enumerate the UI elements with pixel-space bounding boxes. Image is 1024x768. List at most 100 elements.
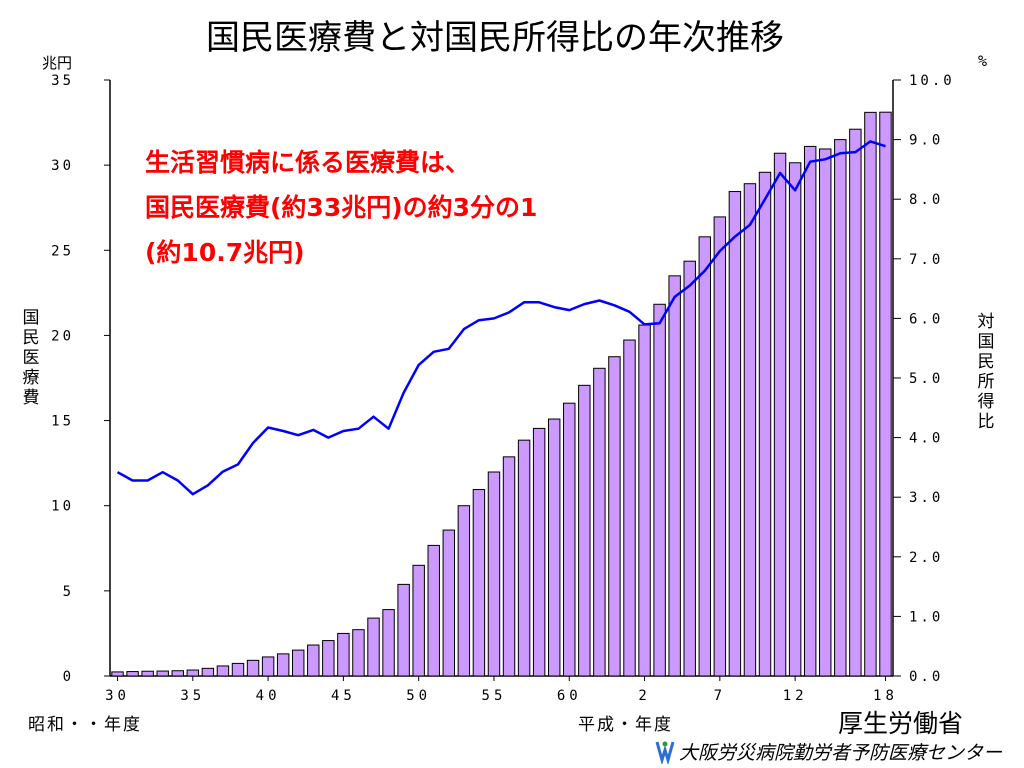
left-axis-label-char: 民 xyxy=(22,328,40,348)
bar xyxy=(879,111,892,677)
bar xyxy=(638,324,651,677)
ministry-label: 厚生労働省 xyxy=(838,709,964,738)
bar xyxy=(758,171,772,677)
bar xyxy=(322,640,335,677)
bar xyxy=(261,656,275,677)
right-axis-tick-label: 0.0 xyxy=(909,669,943,685)
x-axis-tick-label: 40 xyxy=(256,688,281,704)
x-axis-tick-label: 2 xyxy=(638,688,650,704)
bar xyxy=(532,427,546,677)
annotation: 生活習慣病に係る医療費は、 国民医療費(約33兆円)の約3分の1 (約10.7兆… xyxy=(145,140,537,275)
x-axis-tick-label: 55 xyxy=(482,688,507,704)
bar xyxy=(352,629,365,677)
left-axis-unit: 兆円 xyxy=(42,54,73,72)
bar xyxy=(412,564,425,677)
bar xyxy=(246,659,260,677)
bar xyxy=(427,544,440,677)
bar xyxy=(653,303,666,677)
right-axis-tick-label: 10.0 xyxy=(909,73,955,89)
right-axis-tick-label: 6.0 xyxy=(909,311,943,327)
bar xyxy=(834,139,847,677)
x-axis-tick-label: 50 xyxy=(406,688,431,704)
footer: 大阪労災病院勤労者予防医療センター xyxy=(655,738,1002,765)
heisei-era-label: 平成・年度 xyxy=(578,715,673,735)
bar xyxy=(547,418,561,677)
x-axis-tick-label: 7 xyxy=(714,688,726,704)
bar xyxy=(728,191,742,677)
bar xyxy=(683,260,696,677)
x-axis-tick-label: 12 xyxy=(783,688,808,704)
left-axis-label-char: 国 xyxy=(22,308,40,328)
annotation-line: 生活習慣病に係る医療費は、 xyxy=(145,148,471,177)
left-axis-tick-label: 25 xyxy=(51,243,74,259)
annotation-line: (約10.7兆円) xyxy=(145,238,305,267)
right-axis-label-char: 比 xyxy=(977,412,995,432)
bar xyxy=(487,471,501,677)
x-axis-tick-label: 35 xyxy=(180,688,205,704)
left-axis-tick-label: 5 xyxy=(63,584,74,600)
chart-title: 国民医療費と対国民所得比の年次推移 xyxy=(206,18,784,58)
bar xyxy=(186,669,200,677)
bar xyxy=(563,402,576,677)
left-axis-label: 国 民 医 療 費 xyxy=(20,308,42,408)
x-axis-tick-label: 60 xyxy=(557,688,582,704)
bar xyxy=(382,609,395,677)
right-axis-label: 対 国 民 所 得 比 xyxy=(975,312,997,432)
bar xyxy=(111,671,124,677)
x-axis-tick-label: 45 xyxy=(331,688,356,704)
left-axis-label-char: 療 xyxy=(22,368,40,388)
bar xyxy=(623,339,636,677)
left-axis-label-char: 医 xyxy=(22,348,40,368)
right-axis-tick-label: 3.0 xyxy=(909,490,943,506)
bar xyxy=(291,649,305,677)
left-axis-tick-label: 10 xyxy=(51,499,74,515)
bar xyxy=(698,236,712,677)
right-axis-unit: % xyxy=(978,52,988,70)
bar xyxy=(337,632,350,677)
right-axis-tick-label: 4.0 xyxy=(909,431,943,447)
bar xyxy=(307,644,320,677)
showa-era-label: 昭和・・年度 xyxy=(28,715,142,735)
right-axis-tick-label: 7.0 xyxy=(909,252,943,268)
left-axis-tick-label: 15 xyxy=(51,414,74,430)
bar xyxy=(367,617,380,677)
bar xyxy=(216,665,230,677)
bar xyxy=(201,667,215,677)
ratio-line-series xyxy=(116,140,886,496)
bar xyxy=(773,152,787,677)
bar xyxy=(457,505,471,677)
left-axis-tick-label: 30 xyxy=(51,158,74,174)
bar xyxy=(849,128,862,677)
bar xyxy=(231,662,245,677)
right-axis-tick-label: 9.0 xyxy=(909,133,943,149)
bar xyxy=(276,653,290,677)
left-axis-tick-label: 35 xyxy=(51,73,74,89)
right-axis-tick-label: 2.0 xyxy=(909,550,943,566)
left-axis-label-char: 費 xyxy=(22,388,40,408)
right-axis-label-char: 得 xyxy=(977,392,995,412)
x-axis-tick-label: 18 xyxy=(873,688,898,704)
bar xyxy=(472,489,486,677)
left-axis-tick-label: 20 xyxy=(51,328,74,344)
right-axis-tick-label: 8.0 xyxy=(909,192,943,208)
bar xyxy=(126,671,139,677)
annotation-line: 国民医療費(約33兆円)の約3分の1 xyxy=(145,193,538,222)
right-axis-label-char: 対 xyxy=(977,312,995,332)
bar xyxy=(141,670,154,677)
left-axis-tick-label: 0 xyxy=(63,669,74,685)
right-axis-label-char: 民 xyxy=(977,352,995,372)
bar xyxy=(397,583,410,677)
right-axis-label-char: 国 xyxy=(977,332,995,352)
bar xyxy=(713,216,727,677)
bar xyxy=(668,275,681,677)
right-axis-tick-label: 1.0 xyxy=(909,609,943,625)
bar xyxy=(156,670,169,677)
bar xyxy=(788,162,802,677)
right-axis-tick-label: 5.0 xyxy=(909,371,943,387)
bar xyxy=(502,456,516,677)
organization-logo-icon xyxy=(655,740,675,764)
x-axis-tick-label: 30 xyxy=(105,688,130,704)
bar xyxy=(743,183,757,677)
bar xyxy=(608,356,621,677)
